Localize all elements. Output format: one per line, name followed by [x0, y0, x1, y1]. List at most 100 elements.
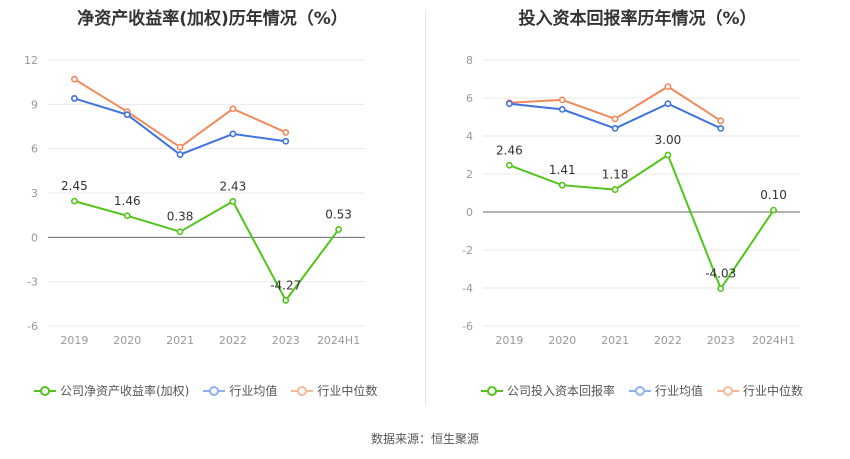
data-label: 1.41: [549, 163, 576, 177]
data-label: 0.38: [167, 210, 194, 224]
data-label: 1.46: [114, 194, 141, 208]
legend-avg-dot: [209, 385, 220, 396]
x-tick-label: 2023: [272, 334, 300, 347]
x-tick-label: 2019: [60, 334, 88, 347]
y-tick-label: -3: [27, 276, 38, 289]
x-tick-label: 2022: [654, 334, 682, 347]
legend-median-label: 行业中位数: [743, 384, 804, 398]
legend-company-swatch: [34, 385, 56, 397]
data-label: 2.45: [61, 179, 88, 193]
data-point-avg: [71, 95, 78, 102]
data-point-avg: [558, 106, 566, 113]
roic-legend: 公司投入资本回报率 行业均值 行业中位数: [481, 382, 817, 399]
y-tick-label: 3: [31, 187, 38, 200]
data-point-avg: [176, 151, 184, 158]
y-tick-label: 0: [466, 206, 473, 219]
legend-item-company[interactable]: 公司投入资本回报率: [481, 382, 615, 399]
y-tick-label: -2: [462, 244, 473, 257]
data-label: 3.00: [655, 133, 682, 147]
x-tick-label: 2019: [495, 334, 523, 347]
x-tick-label: 2021: [601, 334, 629, 347]
data-point-median: [71, 75, 78, 83]
x-tick-label: 2022: [219, 334, 247, 347]
panel-divider: [425, 10, 426, 405]
legend-company-dot: [487, 385, 497, 396]
legend-item-median[interactable]: 行业中位数: [291, 382, 377, 399]
data-label: -4.27: [270, 278, 301, 292]
legend-company-label: 公司投入资本回报率: [507, 384, 616, 398]
data-point-company: [176, 228, 184, 236]
legend-median-label: 行业中位数: [317, 384, 378, 398]
data-label: 1.18: [602, 168, 629, 182]
data-label: 0.53: [325, 208, 352, 222]
y-tick-label: 0: [31, 231, 38, 244]
data-point-avg: [123, 111, 131, 119]
legend-company-label: 公司净资产收益率(加权): [60, 384, 190, 398]
x-tick-label: 2021: [166, 334, 194, 347]
data-point-company: [770, 206, 777, 214]
data-point-median: [611, 115, 619, 123]
data-point-company: [229, 198, 237, 205]
legend-avg-swatch: [629, 385, 652, 397]
legend-median-dot: [297, 385, 308, 396]
y-tick-label: -4: [462, 282, 473, 295]
roic-chart-svg: -6 -4 -2 0 2 4 6 8 2019 2020 2021 2022 2023 2024H1 2.4…: [462, 54, 800, 347]
data-point-median: [282, 129, 290, 136]
data-label: 0.10: [760, 188, 787, 202]
x-tick-label: 2020: [548, 334, 576, 347]
data-point-company: [664, 151, 672, 159]
legend-company-dot: [40, 385, 50, 396]
roic-chart-title: 投入资本回报率历年情况（%）: [518, 9, 757, 29]
x-tick-label: 2023: [707, 334, 735, 347]
data-point-avg: [664, 100, 672, 108]
y-tick-label: 4: [466, 130, 473, 143]
y-tick-label: 2: [466, 168, 473, 181]
roe-legend: 公司净资产收益率(加权) 行业均值 行业中位数: [34, 382, 391, 399]
legend-avg-label: 行业均值: [229, 384, 278, 398]
data-point-avg: [717, 124, 725, 132]
x-tick-label: 2024H1: [317, 334, 360, 347]
y-tick-label: 8: [466, 54, 473, 67]
x-tick-label: 2024H1: [752, 334, 795, 347]
legend-company-swatch: [481, 385, 503, 397]
legend-avg-label: 行业均值: [655, 384, 704, 398]
legend-item-avg[interactable]: 行业均值: [203, 382, 277, 399]
data-point-company: [71, 197, 78, 205]
data-label: 2.46: [496, 143, 523, 157]
data-point-median: [558, 96, 566, 104]
data-point-avg: [282, 137, 290, 145]
y-tick-label: 9: [31, 98, 38, 111]
y-tick-label: -6: [462, 320, 473, 333]
roe-chart-title: 净资产收益率(加权)历年情况（%）: [77, 9, 348, 29]
roe-chart-svg: -6 -3 0 3 6 9 12 2019 2020 2021 2022 2023 2024H1 2.45…: [24, 54, 365, 347]
legend-avg-dot: [635, 385, 646, 396]
roe-chart-panel: 净资产收益率(加权)历年情况（%） -6 -3 0 3 6 9 12 2019 2020 2021…: [0, 0, 425, 410]
legend-item-median[interactable]: 行业中位数: [717, 382, 803, 399]
legend-item-avg[interactable]: 行业均值: [629, 382, 703, 399]
data-point-median: [229, 105, 237, 113]
legend-item-company[interactable]: 公司净资产收益率(加权): [34, 382, 189, 399]
data-point-company: [506, 161, 513, 169]
data-point-company: [123, 212, 131, 220]
data-point-median: [717, 117, 725, 125]
legend-median-swatch: [291, 385, 314, 397]
data-point-company: [717, 285, 725, 292]
data-point-company: [282, 297, 290, 304]
legend-median-swatch: [717, 385, 740, 397]
y-tick-label: 6: [31, 143, 38, 156]
y-tick-label: -6: [27, 320, 38, 333]
data-point-company: [335, 226, 342, 233]
data-source: 数据来源：恒生聚源: [370, 432, 479, 446]
data-label: 2.43: [220, 179, 247, 193]
data-label: -4.03: [705, 267, 736, 281]
legend-median-dot: [723, 385, 734, 396]
series-line-company: [509, 153, 775, 291]
data-point-avg: [506, 100, 513, 108]
series-line-company: [74, 200, 340, 303]
roic-chart-panel: 投入资本回报率历年情况（%） -6 -4 -2 0 2 4 6 8 2019 2020 2021 20…: [425, 0, 850, 410]
data-point-median: [176, 143, 184, 151]
data-point-avg: [611, 124, 619, 132]
data-point-company: [558, 181, 566, 189]
data-point-median: [664, 83, 672, 90]
y-tick-label: 6: [466, 92, 473, 105]
